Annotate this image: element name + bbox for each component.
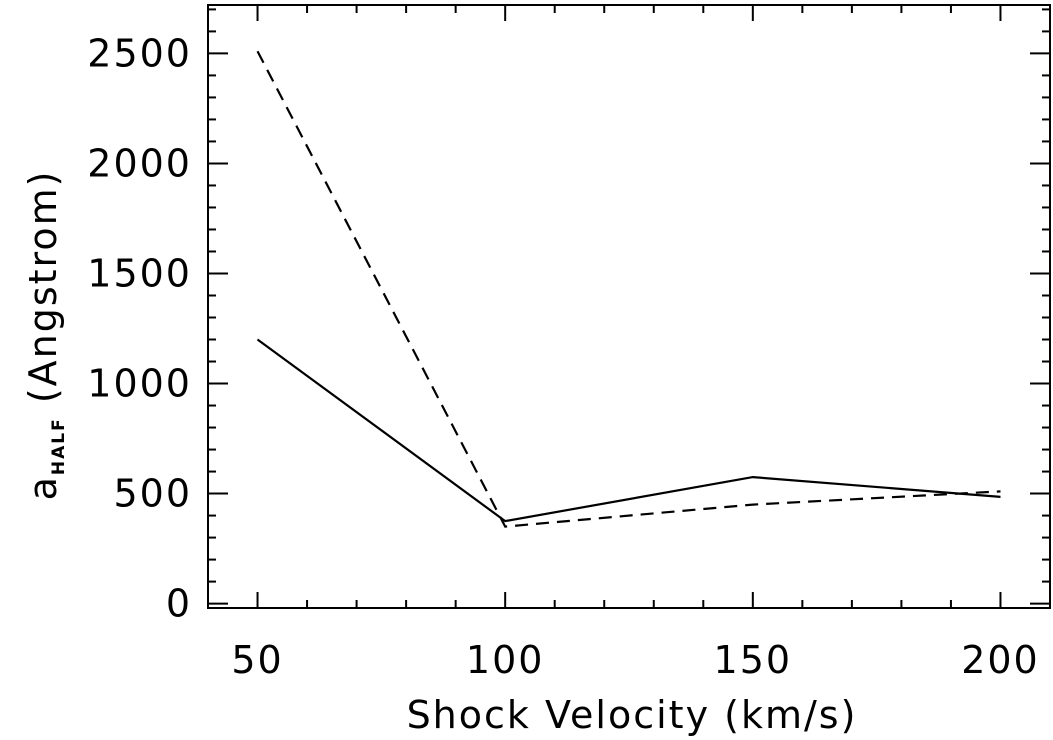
x-tick-label: 100 [466, 638, 545, 682]
x-tick-label: 150 [714, 638, 793, 682]
y-axis-title: aHALF (Angstrom) [21, 170, 69, 501]
y-axis-title-rest: (Angstrom) [21, 170, 65, 418]
series-line-dashed [256, 50, 1001, 528]
y-tick-label: 2000 [87, 141, 192, 185]
y-tick-label: 500 [113, 472, 192, 516]
y-tick-label: 0 [166, 582, 192, 626]
y-tick-label: 2500 [87, 31, 192, 75]
axis-ticks [207, 5, 1051, 608]
y-tick-label: 1000 [87, 362, 192, 406]
series-line-solid [256, 338, 1001, 523]
y-axis-title-symbol: a [21, 475, 65, 500]
x-tick-labels: 50 100 150 200 [231, 638, 1040, 682]
y-axis-title-subscript: HALF [49, 417, 69, 475]
plot-border [207, 4, 1051, 609]
x-tick-label: 200 [961, 638, 1040, 682]
x-axis-title: Shock Velocity (km/s) [407, 693, 858, 737]
y-tick-label: 1500 [87, 251, 192, 295]
plot-frame [207, 4, 1051, 609]
x-tick-label: 50 [231, 638, 283, 682]
series-lines [256, 50, 1001, 528]
y-tick-labels: 0 500 1000 1500 2000 2500 [87, 31, 192, 626]
